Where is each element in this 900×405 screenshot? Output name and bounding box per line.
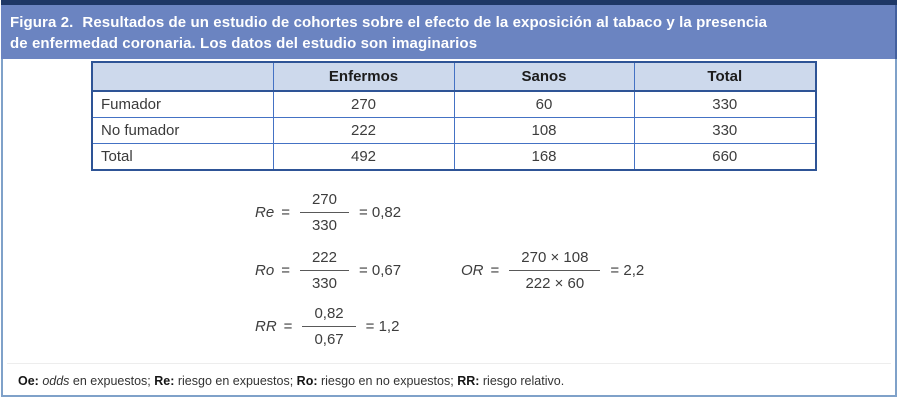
table-row-fumador: Fumador 270 60 330	[91, 90, 817, 118]
column-header-total: Total	[633, 61, 817, 92]
abbr-oe-definition: en expuestos;	[69, 374, 155, 388]
formula-label: Ro	[255, 262, 275, 279]
equals-sign: =	[281, 262, 290, 279]
figure-title-bar: Figura 2. Resultados de un estudio de coh…	[1, 5, 897, 59]
abbr-rr: RR:	[457, 374, 480, 388]
abbr-re-definition: riesgo en expuestos;	[174, 374, 297, 388]
formula-label: OR	[461, 262, 484, 279]
equals-sign: =	[281, 204, 290, 221]
abbr-rr-definition: riesgo relativo.	[479, 374, 565, 388]
abbr-oe: Oe:	[18, 374, 39, 388]
figure-title-line1: Figura 2. Resultados de un estudio de coh…	[10, 12, 885, 33]
cell-value: 660	[633, 143, 817, 171]
formula-result: = 1,2	[365, 318, 400, 335]
column-header-sanos: Sanos	[453, 61, 635, 92]
fraction: 270 330	[299, 190, 349, 235]
cell-value: 108	[453, 117, 635, 144]
denominator: 222 × 60	[525, 275, 585, 292]
figure-title-text-line1: Resultados de un estudio de cohortes sob…	[82, 14, 768, 31]
formula-ro: Ro = 222 330 = 0,67	[255, 248, 401, 293]
abbreviations-footnote: Oe: odds en expuestos; Re: riesgo en exp…	[18, 373, 883, 390]
numerator: 222	[299, 248, 349, 271]
numerator: 270	[299, 190, 349, 213]
row-label: Total	[91, 143, 274, 171]
cell-value: 270	[272, 90, 455, 118]
table-header-row: Enfermos Sanos Total	[91, 61, 817, 92]
cell-value: 222	[272, 117, 455, 144]
formula-label: Re	[255, 204, 275, 221]
fraction: 270 × 108 222 × 60	[509, 248, 601, 293]
table-row-no-fumador: No fumador 222 108 330	[91, 117, 817, 144]
column-header-enfermos: Enfermos	[272, 61, 455, 92]
formula-re: Re = 270 330 = 0,82	[255, 190, 401, 235]
cell-value: 330	[633, 90, 817, 118]
cell-value: 60	[453, 90, 635, 118]
equals-sign: =	[283, 318, 293, 335]
figure-box: Figura 2. Resultados de un estudio de coh…	[1, 0, 897, 397]
row-label: No fumador	[91, 117, 274, 144]
figure-top-accent-line	[1, 0, 897, 5]
fraction: 0,82 0,67	[302, 304, 356, 349]
abbr-ro-definition: riesgo en no expuestos;	[317, 374, 458, 388]
denominator: 330	[311, 275, 337, 292]
numerator: 270 × 108	[509, 248, 601, 271]
formula-result: = 0,82	[358, 204, 402, 221]
footnote-separator	[7, 363, 891, 364]
table-row-total: Total 492 168 660	[91, 143, 817, 171]
formula-result: = 2,2	[610, 262, 645, 279]
formula-label: RR	[255, 318, 277, 335]
cell-value: 330	[633, 117, 817, 144]
row-label: Fumador	[91, 90, 274, 118]
cell-value: 168	[453, 143, 635, 171]
formula-rr: RR = 0,82 0,67 = 1,2	[255, 304, 399, 349]
abbr-ro: Ro:	[296, 374, 318, 388]
formula-result: = 0,67	[358, 262, 402, 279]
column-header-empty	[91, 61, 274, 92]
fraction: 222 330	[299, 248, 349, 293]
denominator: 330	[311, 217, 337, 234]
numerator: 0,82	[302, 304, 356, 327]
abbr-oe-odds: odds	[38, 374, 70, 388]
formula-or: OR = 270 × 108 222 × 60 = 2,2	[461, 248, 644, 293]
cohort-results-table: Enfermos Sanos Total Fumador 270 60 330 …	[91, 61, 817, 171]
equals-sign: =	[490, 262, 500, 279]
figure-number-label: Figura 2.	[10, 14, 74, 31]
cell-value: 492	[272, 143, 455, 171]
figure-title-line2: de enfermedad coronaria. Los datos del e…	[10, 35, 478, 52]
denominator: 0,67	[314, 331, 344, 348]
abbr-re: Re:	[154, 374, 175, 388]
